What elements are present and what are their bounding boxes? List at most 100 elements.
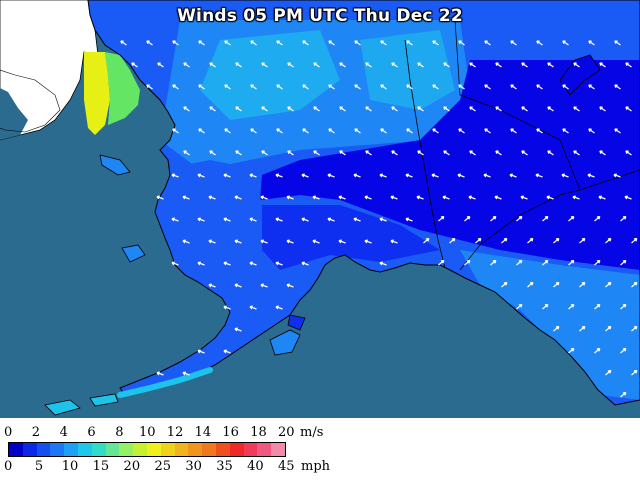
wind-arrow xyxy=(495,150,502,156)
wind-arrow xyxy=(171,261,179,266)
wind-arrow xyxy=(379,173,387,178)
wind-arrow xyxy=(235,150,242,156)
wind-arrow xyxy=(510,84,517,90)
wind-arrow xyxy=(391,62,398,68)
wind-arrow xyxy=(620,303,627,310)
wind-arrow xyxy=(553,325,560,332)
wind-arrow xyxy=(157,62,164,68)
wind-arrow xyxy=(275,305,283,310)
wind-arrow xyxy=(484,40,491,46)
wind-arrow xyxy=(587,173,595,178)
wind-arrow xyxy=(573,106,580,112)
wind-arrow xyxy=(183,62,190,68)
wind-arrow xyxy=(354,84,361,90)
wind-arrow xyxy=(391,150,398,156)
wind-arrow xyxy=(509,173,517,178)
wind-arrow xyxy=(631,369,638,376)
color-swatch xyxy=(271,443,285,456)
wind-arrow xyxy=(553,237,560,244)
wind-arrow xyxy=(510,40,517,46)
wind-arrow xyxy=(599,106,606,112)
wind-arrow xyxy=(416,195,424,200)
wind-arrow xyxy=(379,261,387,266)
color-swatch xyxy=(215,443,230,456)
ms-unit-label: m/s xyxy=(300,425,324,440)
wind-arrow xyxy=(469,150,476,156)
wind-arrow xyxy=(120,40,127,46)
color-scale-bar xyxy=(8,442,286,457)
wind-arrow xyxy=(261,62,268,68)
wind-arrow xyxy=(287,62,294,68)
wind-arrow xyxy=(328,128,335,134)
wind-arrow xyxy=(197,261,205,266)
wind-arrow xyxy=(249,261,257,266)
wind-arrow xyxy=(613,173,621,178)
wind-arrow xyxy=(380,84,387,90)
wind-arrow xyxy=(568,303,575,310)
wind-arrow xyxy=(405,217,413,222)
wind-arrow xyxy=(443,62,450,68)
wind-arrow xyxy=(432,84,439,90)
wind-arrow xyxy=(249,305,257,310)
wind-arrow xyxy=(276,128,283,134)
wind-arrow xyxy=(276,40,283,46)
wind-arrow xyxy=(234,283,242,288)
wind-arrow xyxy=(182,371,190,376)
wind-arrow xyxy=(301,261,309,266)
aleutian-chain xyxy=(117,367,213,398)
wind-arrow xyxy=(495,106,502,112)
wind-arrow xyxy=(209,150,216,156)
wind-arrow xyxy=(494,195,502,200)
wind-arrow xyxy=(521,106,528,112)
wind-arrow xyxy=(249,217,257,222)
wind-arrow xyxy=(209,62,216,68)
wind-arrow xyxy=(275,217,283,222)
wind-arrow xyxy=(312,195,320,200)
color-swatch xyxy=(133,443,147,456)
wind-arrow xyxy=(235,62,242,68)
wind-arrow xyxy=(286,195,294,200)
wind-arrow xyxy=(542,303,549,310)
wind-arrow xyxy=(234,239,242,244)
wind-arrow xyxy=(406,40,413,46)
wind-arrow xyxy=(475,237,482,244)
wind-arrow xyxy=(431,173,439,178)
wind-arrow xyxy=(553,281,560,288)
wind-arrow xyxy=(287,106,294,112)
wind-arrow xyxy=(614,40,621,46)
wind-arrow xyxy=(302,40,309,46)
wind-arrow xyxy=(339,150,346,156)
ms-tick-label: 6 xyxy=(87,425,96,440)
ms-tick-label: 4 xyxy=(59,425,68,440)
wind-arrow xyxy=(521,62,528,68)
wind-arrow xyxy=(379,217,387,222)
wind-arrow xyxy=(620,259,627,266)
color-swatch xyxy=(91,443,106,456)
wind-arrow xyxy=(301,173,309,178)
wind-arrow xyxy=(588,40,595,46)
wind-arrow xyxy=(224,84,231,90)
wind-arrow xyxy=(572,195,580,200)
wind-arrow xyxy=(458,128,465,134)
wind-arrow xyxy=(547,62,554,68)
wind-arrow xyxy=(224,128,231,134)
legend: 0 2 4 6 8 10 12 14 16 18 20 m/s 0 5 10 15 20 25 30 35 40 45… xyxy=(0,418,640,480)
wind-arrow xyxy=(417,106,424,112)
wind-arrow xyxy=(171,217,179,222)
wind-arrow xyxy=(390,195,398,200)
wind-arrow xyxy=(588,84,595,90)
wind-arrow xyxy=(625,150,632,156)
moderate-wind-zone xyxy=(105,52,140,125)
wind-arrow xyxy=(527,281,534,288)
wind-arrow xyxy=(353,217,361,222)
wind-arrow xyxy=(469,106,476,112)
wind-arrow xyxy=(223,173,231,178)
wind-arrow xyxy=(501,237,508,244)
wind-arrow xyxy=(261,106,268,112)
wind-arrow xyxy=(605,281,612,288)
ms-tick-label: 12 xyxy=(166,425,184,440)
wind-arrow xyxy=(614,84,621,90)
color-swatch xyxy=(160,443,175,456)
wind-arrow xyxy=(457,173,465,178)
ms-tick-label: 16 xyxy=(222,425,239,440)
